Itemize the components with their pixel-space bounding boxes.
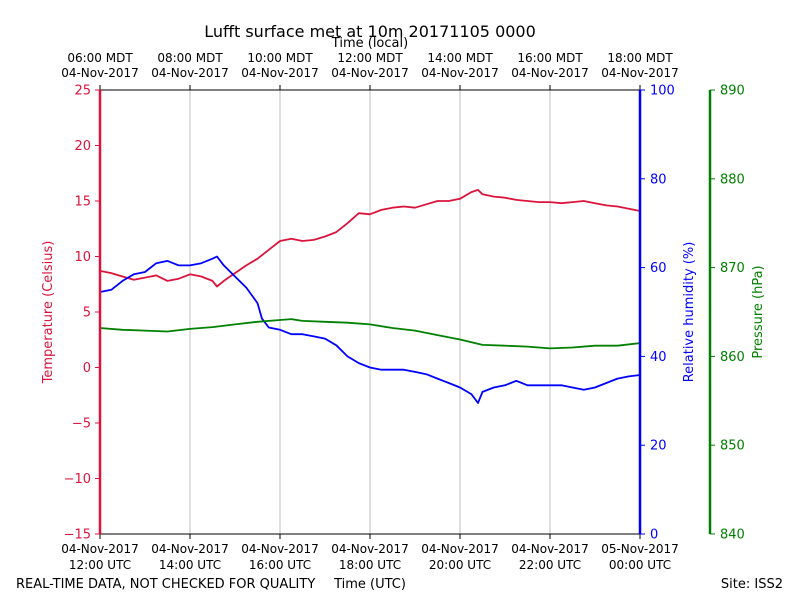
temperature-tick-label: 10 <box>74 250 91 265</box>
bottom-tick-date: 04-Nov-2017 <box>511 542 589 556</box>
top-tick-date: 04-Nov-2017 <box>151 66 229 80</box>
humidity-series-line <box>99 255 641 404</box>
top-tick-date: 04-Nov-2017 <box>241 66 319 80</box>
top-axis-label: Time (local) <box>331 36 408 51</box>
bottom-tick-date: 04-Nov-2017 <box>151 542 229 556</box>
axis-ticks: 04-Nov-2017 12:00 UTC 04-Nov-2017 14:00 UTC… <box>61 51 745 572</box>
bottom-tick-date: 04-Nov-2017 <box>331 542 409 556</box>
humidity-tick-label: 20 <box>650 439 667 454</box>
series-lines <box>99 188 641 404</box>
bottom-tick-time: 12:00 UTC <box>69 558 131 572</box>
top-tick-date: 04-Nov-2017 <box>601 66 679 80</box>
temperature-tick-label: 25 <box>74 84 91 99</box>
temperature-tick-label: 0 <box>83 361 91 376</box>
bottom-tick-time: 00:00 UTC <box>609 558 671 572</box>
temperature-tick-label: 20 <box>74 139 91 154</box>
pressure-tick-label: 840 <box>720 528 745 543</box>
humidity-tick-label: 60 <box>650 261 667 276</box>
temperature-tick-label: −5 <box>72 417 91 432</box>
pressure-tick-label: 890 <box>720 84 745 99</box>
top-tick-time: 06:00 MDT <box>67 51 133 65</box>
top-tick-date: 04-Nov-2017 <box>511 66 589 80</box>
pressure-tick-label: 870 <box>720 261 745 276</box>
top-tick-time: 18:00 MDT <box>607 51 673 65</box>
bottom-tick-time: 20:00 UTC <box>429 558 491 572</box>
temperature-tick-label: 5 <box>83 306 91 321</box>
top-tick-time: 16:00 MDT <box>517 51 583 65</box>
top-tick-date: 04-Nov-2017 <box>61 66 139 80</box>
pressure-series-line <box>99 318 641 350</box>
humidity-tick-label: 80 <box>650 172 667 187</box>
temperature-series-line <box>99 188 641 288</box>
temperature-tick-label: −10 <box>64 472 91 487</box>
top-tick-time: 14:00 MDT <box>427 51 493 65</box>
pressure-tick-label: 850 <box>720 439 745 454</box>
bottom-tick-time: 14:00 UTC <box>159 558 221 572</box>
axes-frame <box>98 89 712 535</box>
pressure-tick-label: 880 <box>720 172 745 187</box>
humidity-axis-label: Relative humidity (%) <box>682 242 697 383</box>
quality-disclaimer: REAL-TIME DATA, NOT CHECKED FOR QUALITY <box>16 577 315 592</box>
humidity-tick-label: 100 <box>650 84 675 99</box>
bottom-tick-time: 22:00 UTC <box>519 558 581 572</box>
gridlines <box>189 90 551 534</box>
top-tick-date: 04-Nov-2017 <box>331 66 409 80</box>
site-label: Site: ISS2 <box>721 577 783 592</box>
pressure-tick-label: 860 <box>720 350 745 365</box>
chart-title: Lufft surface met at 10m 20171105 0000 <box>204 22 536 41</box>
bottom-tick-time: 16:00 UTC <box>249 558 311 572</box>
bottom-tick-date: 04-Nov-2017 <box>421 542 499 556</box>
temperature-axis-label: Temperature (Celsius) <box>41 241 56 385</box>
temperature-tick-label: 15 <box>74 195 91 210</box>
bottom-tick-time: 18:00 UTC <box>339 558 401 572</box>
top-tick-time: 10:00 MDT <box>247 51 313 65</box>
humidity-tick-label: 40 <box>650 350 667 365</box>
x-axis-label: Time (UTC) <box>333 577 406 592</box>
bottom-tick-date: 04-Nov-2017 <box>61 542 139 556</box>
top-tick-date: 04-Nov-2017 <box>421 66 499 80</box>
top-tick-time: 12:00 MDT <box>337 51 403 65</box>
bottom-tick-date: 05-Nov-2017 <box>601 542 679 556</box>
pressure-axis-label: Pressure (hPa) <box>751 265 766 358</box>
humidity-tick-label: 0 <box>650 528 658 543</box>
temperature-tick-label: −15 <box>64 528 91 543</box>
bottom-tick-date: 04-Nov-2017 <box>241 542 319 556</box>
top-tick-time: 08:00 MDT <box>157 51 223 65</box>
